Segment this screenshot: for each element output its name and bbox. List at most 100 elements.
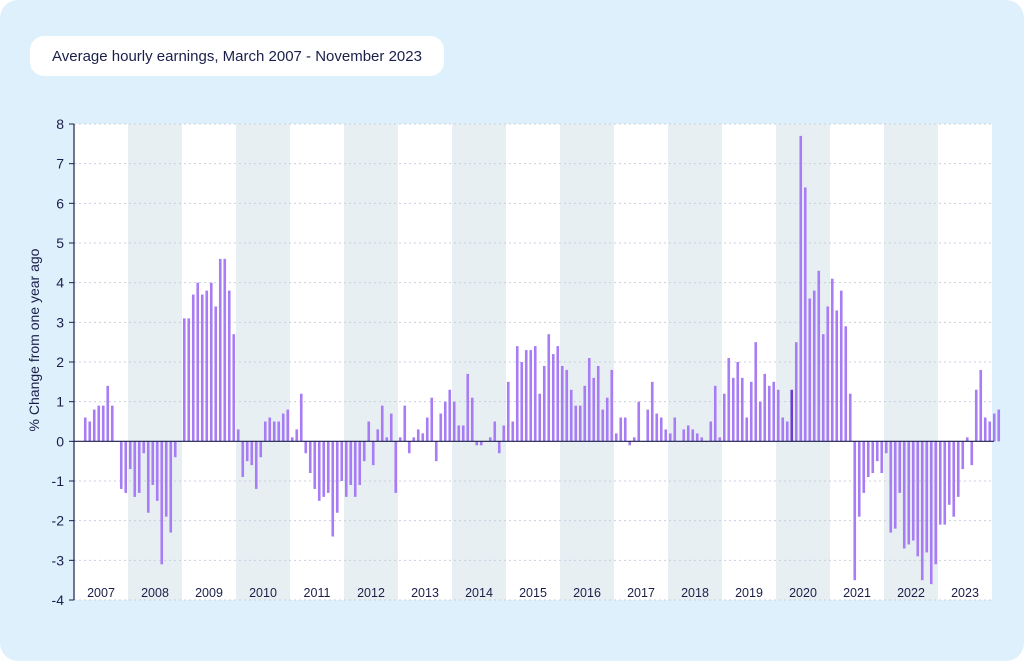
bar bbox=[763, 373, 767, 442]
bar bbox=[295, 429, 299, 442]
y-tick-label: 5 bbox=[56, 235, 64, 251]
bar bbox=[313, 441, 317, 489]
year-label: 2020 bbox=[789, 586, 817, 600]
bar bbox=[205, 290, 209, 442]
year-label: 2007 bbox=[87, 586, 115, 600]
bar bbox=[457, 425, 461, 442]
bar bbox=[254, 441, 258, 489]
y-tick-label: -3 bbox=[52, 552, 65, 568]
bar bbox=[182, 318, 186, 442]
bar-series bbox=[83, 135, 1001, 585]
bar bbox=[88, 421, 92, 442]
bar bbox=[902, 441, 906, 549]
bar bbox=[470, 397, 474, 442]
bar bbox=[322, 441, 326, 497]
bar bbox=[673, 417, 677, 442]
bar bbox=[934, 441, 938, 565]
year-label: 2022 bbox=[897, 586, 925, 600]
year-label: 2010 bbox=[249, 586, 277, 600]
bar bbox=[506, 381, 510, 442]
year-label: 2008 bbox=[141, 586, 169, 600]
bar bbox=[245, 441, 249, 462]
bar bbox=[916, 441, 920, 557]
bar bbox=[817, 270, 821, 442]
bar bbox=[848, 393, 852, 442]
bar bbox=[92, 409, 96, 442]
bar bbox=[124, 441, 128, 493]
bar bbox=[403, 405, 407, 442]
bar bbox=[376, 429, 380, 442]
bar bbox=[889, 441, 893, 533]
bar bbox=[398, 437, 402, 442]
bar bbox=[173, 441, 177, 458]
y-tick-label: 4 bbox=[56, 275, 64, 291]
bar bbox=[709, 421, 713, 442]
bar bbox=[425, 417, 429, 442]
bar bbox=[745, 417, 749, 442]
bar bbox=[461, 425, 465, 442]
bar bbox=[776, 389, 780, 442]
bar bbox=[578, 405, 582, 442]
bar bbox=[947, 441, 951, 505]
bar bbox=[538, 393, 542, 442]
bar bbox=[875, 441, 879, 462]
bar bbox=[353, 441, 357, 497]
bar bbox=[191, 294, 195, 442]
bar bbox=[160, 441, 164, 565]
bar bbox=[907, 441, 911, 545]
bar bbox=[938, 441, 942, 525]
bar bbox=[740, 377, 744, 442]
bar bbox=[772, 381, 776, 442]
bar bbox=[808, 298, 812, 442]
bar bbox=[650, 381, 654, 442]
bar bbox=[209, 282, 213, 442]
bar bbox=[308, 441, 312, 474]
bar bbox=[565, 369, 569, 442]
bar bbox=[385, 437, 389, 442]
bar bbox=[133, 441, 137, 497]
bar bbox=[466, 373, 470, 442]
bar bbox=[619, 417, 623, 442]
bar bbox=[331, 441, 335, 537]
bar bbox=[304, 441, 308, 454]
bar bbox=[871, 441, 875, 474]
bar bbox=[151, 441, 155, 485]
bar bbox=[218, 258, 222, 442]
bar bbox=[623, 417, 627, 442]
bar bbox=[106, 385, 110, 442]
bar bbox=[781, 417, 785, 442]
bar bbox=[718, 437, 722, 442]
y-tick-labels: -4 -3 -2 -1 0 1 2 3 4 5 6 7 8 bbox=[52, 116, 65, 608]
year-label: 2017 bbox=[627, 586, 655, 600]
bar bbox=[835, 310, 839, 442]
bar bbox=[632, 437, 636, 442]
year-label: 2012 bbox=[357, 586, 385, 600]
year-label: 2019 bbox=[735, 586, 763, 600]
bar bbox=[970, 441, 974, 466]
bar bbox=[187, 318, 191, 442]
bar bbox=[326, 441, 330, 493]
bar bbox=[434, 441, 438, 462]
bar bbox=[362, 441, 366, 462]
bar bbox=[974, 389, 978, 442]
y-tick-label: 3 bbox=[56, 314, 64, 330]
bar bbox=[547, 334, 551, 442]
bar bbox=[214, 306, 218, 442]
bar bbox=[439, 413, 443, 442]
bar bbox=[407, 441, 411, 454]
bar bbox=[542, 365, 546, 442]
bar bbox=[961, 441, 965, 470]
bar bbox=[286, 409, 290, 442]
bar bbox=[551, 354, 555, 442]
bar bbox=[533, 346, 537, 442]
bar bbox=[767, 385, 771, 442]
y-tick-label: 8 bbox=[56, 116, 64, 132]
y-tick-label: 2 bbox=[56, 354, 64, 370]
bar bbox=[497, 441, 501, 454]
bar bbox=[749, 381, 753, 442]
bar bbox=[826, 306, 830, 442]
bar bbox=[146, 441, 150, 513]
bar bbox=[272, 421, 276, 442]
bar bbox=[857, 441, 861, 517]
bar bbox=[569, 389, 573, 442]
